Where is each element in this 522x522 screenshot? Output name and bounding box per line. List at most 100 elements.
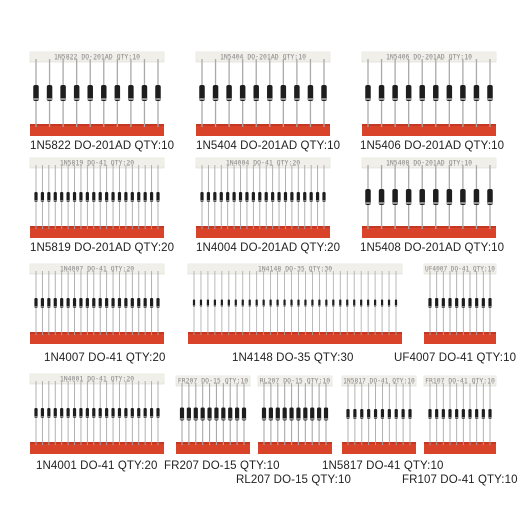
tape-label-overlay: UF4007 DO-41 QTY:10 (425, 266, 495, 273)
diode (241, 271, 244, 335)
diode (130, 381, 134, 445)
diode (124, 381, 128, 445)
diode (117, 271, 122, 335)
diode (60, 165, 64, 229)
diode (34, 381, 38, 445)
diode (283, 271, 286, 335)
diode (212, 59, 219, 127)
tape-label-overlay: FR107 DO-41 QTY:10 (425, 377, 495, 385)
caption-1n4001: 1N4001 DO-41 QTY:20 (36, 460, 158, 472)
diode (367, 271, 370, 335)
diode (66, 165, 70, 229)
diode (92, 165, 96, 229)
diode (460, 165, 466, 229)
diode (392, 165, 398, 229)
diode (213, 271, 216, 335)
diode (433, 59, 439, 127)
diode (378, 59, 385, 127)
diode (373, 383, 378, 445)
diode (394, 383, 398, 445)
diode (228, 383, 233, 445)
diode (206, 165, 211, 229)
diode (481, 271, 485, 335)
diode (193, 383, 198, 445)
diode (487, 59, 493, 127)
diode (346, 271, 349, 335)
diode (392, 59, 398, 127)
diode (307, 59, 314, 127)
diode (98, 165, 102, 229)
diode (365, 165, 371, 229)
diode (408, 383, 412, 445)
diode (280, 59, 287, 127)
tape-label-overlay: RL207 DO-15 QTY:10 (260, 377, 331, 385)
diode (441, 271, 445, 335)
diode (262, 271, 265, 335)
diode (455, 271, 459, 335)
tape-label-overlay: 1N4001 DO-41 QTY:20 (60, 375, 134, 383)
diode (304, 271, 307, 335)
diode (446, 59, 453, 127)
diode (401, 383, 405, 445)
diode (85, 165, 89, 229)
diode (481, 383, 485, 445)
diode (199, 271, 203, 335)
diode (455, 383, 459, 445)
diode (60, 271, 64, 335)
diode (380, 383, 385, 445)
diode (255, 271, 258, 335)
diode (221, 383, 226, 445)
diode (226, 165, 230, 229)
diode (378, 165, 385, 229)
diode (238, 165, 243, 229)
diode (339, 271, 342, 335)
diode (156, 271, 160, 335)
diode (261, 383, 267, 445)
diode (360, 383, 364, 445)
diode (79, 165, 83, 229)
diode (47, 381, 51, 445)
diode (199, 59, 205, 127)
diode (111, 165, 115, 229)
tape-label-overlay: 1N5817 DO-41 QTY:10 (343, 378, 415, 385)
diode (143, 271, 147, 335)
diode (241, 383, 247, 445)
diode (289, 383, 294, 445)
diode (315, 165, 320, 229)
diode (325, 271, 328, 335)
diode (448, 271, 452, 335)
diode (72, 165, 77, 229)
diode (461, 383, 465, 445)
diode (200, 165, 204, 229)
diode (405, 165, 412, 229)
diode (200, 383, 205, 445)
caption-1n4007: 1N4007 DO-41 QTY:20 (44, 352, 166, 364)
diode (105, 271, 109, 335)
diode (322, 165, 326, 229)
diode (275, 383, 280, 445)
tape-label-overlay: 1N5404 DO-201AD QTY:10 (220, 53, 306, 61)
diode (332, 271, 335, 335)
tape-label-overlay: 1N5819 DO-41 QTY:20 (60, 159, 134, 167)
tape-label-overlay: 1N5822 DO-201AD QTY:10 (54, 53, 140, 61)
diode (461, 271, 465, 335)
diode (419, 59, 425, 127)
diode (448, 383, 452, 445)
caption-1n4148: 1N4148 DO-35 QTY:30 (232, 352, 354, 364)
diode (435, 271, 439, 335)
diode (311, 271, 314, 335)
